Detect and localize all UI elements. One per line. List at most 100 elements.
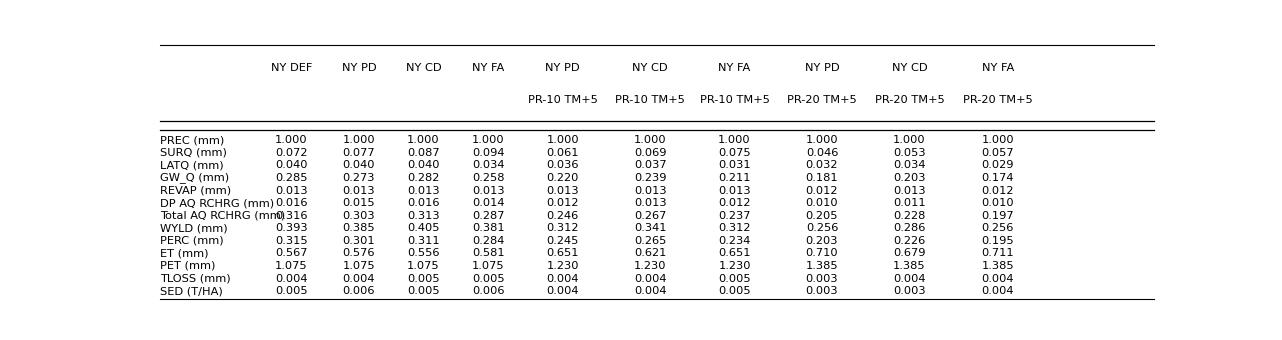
Text: 1.000: 1.000 [472,135,504,145]
Text: 1.000: 1.000 [408,135,440,145]
Text: TLOSS (mm): TLOSS (mm) [160,273,231,284]
Text: 0.057: 0.057 [982,148,1014,158]
Text: 1.385: 1.385 [805,261,838,271]
Text: 1.075: 1.075 [408,261,440,271]
Text: 0.197: 0.197 [982,211,1014,221]
Text: 0.256: 0.256 [982,223,1014,233]
Text: 0.004: 0.004 [546,273,579,284]
Text: NY CD: NY CD [405,63,441,73]
Text: DP AQ RCHRG (mm): DP AQ RCHRG (mm) [160,198,274,208]
Text: 0.256: 0.256 [806,223,838,233]
Text: 0.040: 0.040 [342,160,376,170]
Text: 0.282: 0.282 [408,173,440,183]
Text: 0.003: 0.003 [894,286,926,296]
Text: 0.013: 0.013 [276,186,308,196]
Text: 0.036: 0.036 [546,160,579,170]
Text: 0.037: 0.037 [633,160,667,170]
Text: 0.006: 0.006 [342,286,376,296]
Text: 0.581: 0.581 [472,249,504,258]
Text: 0.072: 0.072 [276,148,308,158]
Text: ET (mm): ET (mm) [160,249,209,258]
Text: 1.000: 1.000 [342,135,376,145]
Text: 0.015: 0.015 [342,198,376,208]
Text: 0.265: 0.265 [633,236,667,246]
Text: 0.013: 0.013 [546,186,579,196]
Text: 1.230: 1.230 [633,261,667,271]
Text: 0.069: 0.069 [633,148,667,158]
Text: 0.003: 0.003 [805,273,838,284]
Text: 1.230: 1.230 [546,261,579,271]
Text: 0.094: 0.094 [472,148,504,158]
Text: 0.301: 0.301 [342,236,376,246]
Text: 0.312: 0.312 [718,223,751,233]
Text: 0.012: 0.012 [546,198,579,208]
Text: 0.246: 0.246 [546,211,578,221]
Text: SED (T/HA): SED (T/HA) [160,286,223,296]
Text: 0.303: 0.303 [342,211,376,221]
Text: 0.405: 0.405 [408,223,440,233]
Text: 0.005: 0.005 [276,286,308,296]
Text: 0.315: 0.315 [276,236,308,246]
Text: 1.000: 1.000 [982,135,1014,145]
Text: 1.075: 1.075 [472,261,504,271]
Text: 0.005: 0.005 [472,273,504,284]
Text: 0.203: 0.203 [805,236,838,246]
Text: 0.004: 0.004 [982,286,1014,296]
Text: 0.034: 0.034 [894,160,926,170]
Text: 0.711: 0.711 [982,249,1014,258]
Text: NY PD: NY PD [545,63,579,73]
Text: 0.004: 0.004 [894,273,926,284]
Text: SURQ (mm): SURQ (mm) [160,148,227,158]
Text: 0.341: 0.341 [633,223,667,233]
Text: 0.016: 0.016 [408,198,440,208]
Text: 1.000: 1.000 [894,135,926,145]
Text: 0.075: 0.075 [718,148,751,158]
Text: 0.556: 0.556 [408,249,440,258]
Text: 1.000: 1.000 [633,135,667,145]
Text: 0.203: 0.203 [894,173,926,183]
Text: 0.311: 0.311 [408,236,440,246]
Text: 0.174: 0.174 [982,173,1014,183]
Text: PET (mm): PET (mm) [160,261,215,271]
Text: 0.567: 0.567 [276,249,308,258]
Text: 1.230: 1.230 [718,261,751,271]
Text: 0.287: 0.287 [472,211,504,221]
Text: 0.211: 0.211 [718,173,751,183]
Text: 0.226: 0.226 [894,236,926,246]
Text: 0.195: 0.195 [982,236,1014,246]
Text: 1.000: 1.000 [805,135,838,145]
Text: 0.013: 0.013 [633,198,667,208]
Text: PR-20 TM+5: PR-20 TM+5 [787,95,856,105]
Text: 0.005: 0.005 [408,286,440,296]
Text: 0.237: 0.237 [718,211,751,221]
Text: 0.077: 0.077 [342,148,376,158]
Text: 0.004: 0.004 [982,273,1014,284]
Text: 0.029: 0.029 [982,160,1014,170]
Text: 0.004: 0.004 [546,286,579,296]
Text: 0.046: 0.046 [806,148,838,158]
Text: 0.013: 0.013 [342,186,376,196]
Text: 0.005: 0.005 [408,273,440,284]
Text: 0.053: 0.053 [894,148,926,158]
Text: 0.234: 0.234 [718,236,751,246]
Text: 0.258: 0.258 [472,173,504,183]
Text: 0.205: 0.205 [805,211,838,221]
Text: 0.284: 0.284 [472,236,504,246]
Text: 0.679: 0.679 [894,249,926,258]
Text: 0.013: 0.013 [633,186,667,196]
Text: PR-10 TM+5: PR-10 TM+5 [700,95,769,105]
Text: 1.000: 1.000 [276,135,308,145]
Text: PERC (mm): PERC (mm) [160,236,224,246]
Text: 0.273: 0.273 [342,173,376,183]
Text: 0.004: 0.004 [276,273,308,284]
Text: PR-20 TM+5: PR-20 TM+5 [874,95,945,105]
Text: NY CD: NY CD [891,63,927,73]
Text: 0.087: 0.087 [408,148,440,158]
Text: LATQ (mm): LATQ (mm) [160,160,224,170]
Text: 0.285: 0.285 [276,173,308,183]
Text: 1.385: 1.385 [894,261,926,271]
Text: PREC (mm): PREC (mm) [160,135,224,145]
Text: 0.312: 0.312 [546,223,579,233]
Text: 0.012: 0.012 [718,198,751,208]
Text: 0.385: 0.385 [342,223,376,233]
